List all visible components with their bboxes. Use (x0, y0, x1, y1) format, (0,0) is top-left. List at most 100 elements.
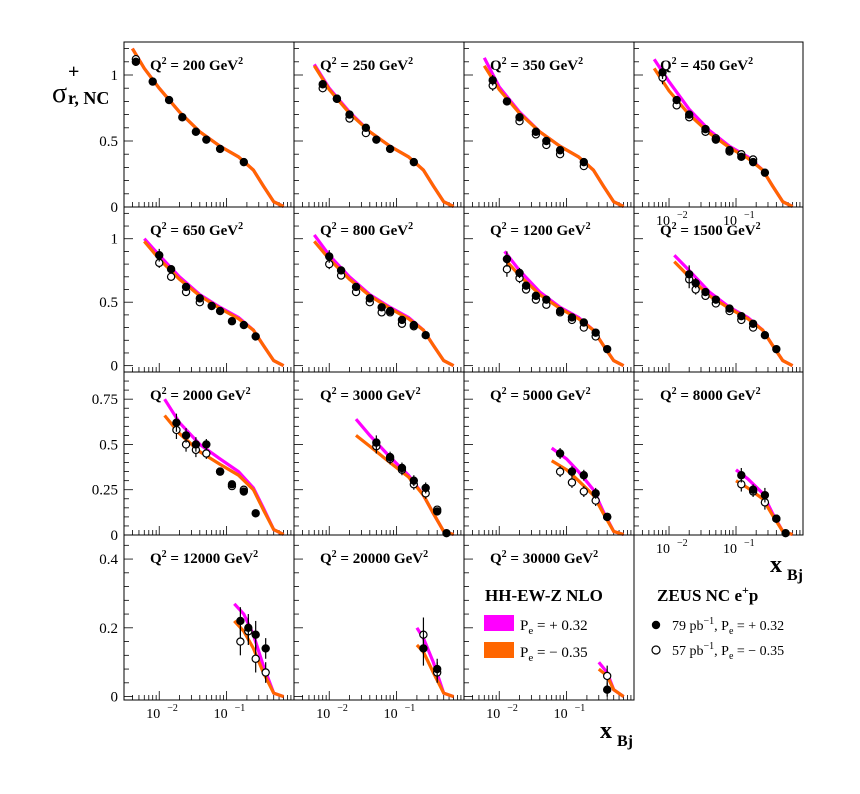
data-point-filled (502, 254, 512, 264)
x-axis-title-right-sub: Bj (787, 567, 803, 584)
data-legend-label-open: 57 pb−1, Pe = − 0.35 (672, 641, 784, 662)
data-point-filled (397, 463, 407, 473)
y-tick-label: 0 (111, 528, 119, 544)
data-point-filled (239, 157, 249, 167)
data-point-filled (555, 449, 565, 458)
panel-14: 10 −2 10 −1 Q2 = 20000 GeV2 (293, 534, 465, 722)
data-point-filled (409, 157, 419, 167)
data-point-filled (488, 76, 497, 85)
x-tick-label-exponent: −2 (167, 703, 178, 714)
panel-11: Q2 = 5000 GeV2 (463, 371, 635, 537)
data-point-filled (244, 623, 253, 633)
x-tick-label: 10 (486, 707, 500, 722)
data-point-filled (361, 123, 371, 133)
panel-5: 0 0.5 1 Q2 = 650 GeV2 (99, 206, 295, 375)
data-point-filled (737, 471, 746, 480)
data-point-filled (748, 485, 758, 494)
y-axis-title-main: σ (52, 78, 67, 109)
data-point-filled (591, 328, 600, 337)
data-point-filled (332, 94, 342, 103)
panel-4: 10 −2 10 −1 Q2 = 450 GeV2 (633, 41, 804, 229)
data-point-filled (202, 135, 211, 144)
data-point-filled (531, 127, 541, 136)
panel-9: 0 0.25 0.5 0.75 Q2 = 2000 GeV2 (92, 371, 295, 544)
x-tick-label-exponent: −1 (575, 703, 586, 714)
panel-q2-label: Q2 = 5000 GeV2 (490, 386, 591, 404)
data-point-filled (579, 471, 589, 480)
data-point-filled (760, 490, 770, 500)
panel-q2-label: Q2 = 2000 GeV2 (150, 386, 251, 404)
data-point-filled (760, 168, 770, 177)
data-point-open (555, 467, 565, 476)
data-point-open (579, 487, 589, 496)
y-tick-label: 0.75 (92, 392, 118, 408)
data-point-open (166, 272, 176, 282)
panel-frame (463, 534, 635, 701)
data-point-filled (725, 304, 734, 313)
data-point-filled (377, 303, 386, 312)
y-axis-title-sub: r, NC (68, 88, 109, 108)
y-tick-label: 0.5 (99, 437, 118, 453)
data-point-filled (365, 294, 375, 303)
data-point-open (251, 654, 260, 663)
data-point-filled (711, 295, 721, 304)
theory-curve-positive (354, 418, 455, 537)
theory-legend-swatch-negative (484, 642, 514, 658)
data-point-filled (760, 330, 770, 340)
panel-10: Q2 = 3000 GeV2 (293, 371, 465, 538)
y-tick-label: 0.5 (99, 295, 118, 311)
data-point-filled (372, 135, 381, 144)
data-point-filled (191, 127, 201, 136)
data-point-filled (195, 294, 205, 303)
data-point-open (236, 637, 245, 646)
theory-legend: HH-EW-Z NLO Pe = + 0.32 Pe = − 0.35 (484, 586, 603, 664)
data-point-open (567, 478, 577, 487)
data-point-filled (202, 440, 211, 449)
data-legend-title: ZEUS NC e+p (657, 583, 758, 605)
y-tick-label: 0.5 (99, 134, 118, 150)
data-point-filled (591, 489, 600, 498)
data-point-filled (181, 282, 191, 292)
data-point-filled (602, 685, 612, 694)
data-point-filled (251, 332, 260, 341)
data-point-filled (345, 110, 354, 119)
x-tick-label: 10 (723, 542, 737, 557)
data-point-filled (684, 270, 694, 279)
theory-curve-negative (312, 64, 455, 208)
y-axis-title-sup: + (68, 61, 79, 83)
data-point-filled (602, 344, 612, 354)
data-point-filled (419, 644, 428, 653)
data-point-filled (442, 528, 451, 538)
y-tick-label: 0.25 (92, 483, 118, 499)
data-point-filled (672, 95, 681, 105)
data-point-filled (772, 514, 781, 523)
y-tick-label: 0.4 (99, 552, 118, 568)
data-legend-label-filled: 79 pb−1, Pe = + 0.32 (672, 616, 784, 637)
data-point-filled (318, 80, 327, 89)
data-point-filled (555, 306, 565, 316)
data-point-filled (748, 319, 758, 328)
data-point-filled (711, 135, 721, 144)
panel-q2-label: Q2 = 1200 GeV2 (490, 221, 591, 239)
x-axis-title-bottom-sub: Bj (617, 733, 633, 750)
data-point-filled (215, 144, 225, 154)
theory-legend-label-positive: Pe = + 0.32 (520, 618, 588, 637)
x-tick-label: 10 (656, 542, 670, 557)
data-point-filled (261, 644, 270, 653)
y-tick-label: 0 (111, 359, 119, 375)
panel-q2-label: Q2 = 800 GeV2 (320, 221, 413, 239)
data-point-filled (172, 418, 181, 427)
theory-curve-negative (482, 64, 625, 208)
data-point-filled (131, 57, 141, 67)
y-tick-label: 0 (111, 690, 119, 706)
data-point-filled (725, 146, 734, 155)
x-tick-label: 10 (316, 707, 330, 722)
panel-q2-label: Q2 = 1500 GeV2 (660, 221, 761, 239)
theory-legend-title: HH-EW-Z NLO (485, 586, 603, 605)
data-point-filled (567, 467, 577, 476)
data-point-filled (515, 268, 524, 278)
y-tick-label: 1 (111, 68, 119, 84)
data-point-filled (602, 512, 612, 522)
data-point-filled (236, 616, 245, 626)
x-axis-title-bottom: x Bj (600, 718, 633, 750)
